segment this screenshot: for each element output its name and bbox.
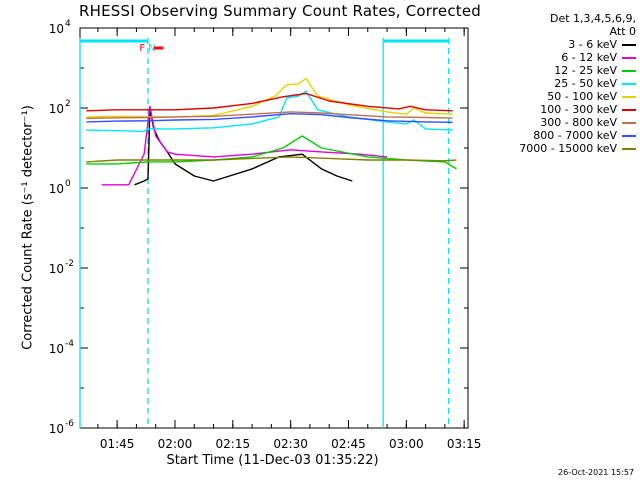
y-tick-exponent: 2 bbox=[65, 99, 71, 109]
legend-swatch bbox=[622, 121, 636, 124]
legend-entry-label: 800 - 7000 keV bbox=[533, 129, 617, 142]
legend-entry: 300 - 800 keV bbox=[478, 116, 636, 129]
legend-entry-label: 300 - 800 keV bbox=[540, 116, 617, 129]
x-tick-label: 02:45 bbox=[331, 437, 366, 451]
series-line-1 bbox=[134, 107, 353, 186]
legend-entry-label: 6 - 12 keV bbox=[561, 51, 617, 64]
y-tick-label: 10 bbox=[49, 342, 64, 356]
series-line-8 bbox=[86, 112, 453, 123]
legend-entry: 6 - 12 keV bbox=[478, 51, 636, 64]
y-tick-label: 10 bbox=[49, 22, 64, 36]
series-line-4 bbox=[86, 90, 453, 133]
legend-swatch bbox=[622, 108, 636, 111]
legend-entry: 50 - 100 keV bbox=[478, 90, 636, 103]
legend-entry-label: 3 - 6 keV bbox=[568, 38, 617, 51]
legend: Det 1,3,4,5,6,9, Att 0 3 - 6 keV 6 - 12 k… bbox=[478, 12, 636, 155]
legend-swatch bbox=[622, 95, 636, 98]
legend-entry-label: 12 - 25 keV bbox=[554, 64, 617, 77]
y-tick-label: 10 bbox=[49, 102, 64, 116]
legend-entry-label: 25 - 50 keV bbox=[554, 77, 617, 90]
legend-entry-label: 7000 - 15000 keV bbox=[519, 142, 617, 155]
y-tick-exponent: -2 bbox=[65, 259, 74, 269]
x-tick-label: 03:00 bbox=[389, 437, 424, 451]
legend-header-detectors: Det 1,3,4,5,6,9, bbox=[549, 12, 636, 25]
y-tick-label: 10 bbox=[49, 422, 64, 436]
legend-entry-label: 100 - 300 keV bbox=[540, 103, 617, 116]
series-line-2 bbox=[101, 105, 388, 186]
generated-timestamp: 26-Oct-2021 15:57 bbox=[558, 468, 634, 477]
y-tick-label: 10 bbox=[49, 262, 64, 276]
x-tick-label: 03:15 bbox=[447, 437, 482, 451]
legend-entry: 800 - 7000 keV bbox=[478, 129, 636, 142]
legend-swatch bbox=[622, 82, 636, 85]
legend-header-attenuator: Att 0 bbox=[609, 25, 636, 38]
flag-label-n: N bbox=[148, 43, 155, 54]
legend-entry-label: 50 - 100 keV bbox=[547, 90, 617, 103]
legend-entry: 100 - 300 keV bbox=[478, 103, 636, 116]
series-line-5 bbox=[86, 77, 453, 118]
y-tick-exponent: -4 bbox=[65, 339, 74, 349]
x-tick-label: 01:45 bbox=[100, 437, 135, 451]
y-tick-label: 10 bbox=[49, 182, 64, 196]
legend-swatch bbox=[622, 134, 636, 137]
flag-label-f: F bbox=[139, 43, 145, 54]
y-tick-exponent: -6 bbox=[65, 419, 74, 429]
series-line-9 bbox=[86, 156, 457, 163]
x-tick-label: 02:00 bbox=[158, 437, 193, 451]
legend-swatch bbox=[622, 147, 636, 150]
plot-frame bbox=[79, 27, 469, 429]
x-tick-label: 02:15 bbox=[216, 437, 251, 451]
legend-entry: 7000 - 15000 keV bbox=[478, 142, 636, 155]
legend-entry: 25 - 50 keV bbox=[478, 77, 636, 90]
chart-title: RHESSI Observing Summary Count Rates, Co… bbox=[78, 2, 481, 20]
y-tick-exponent: 4 bbox=[65, 19, 71, 29]
series-line-6 bbox=[86, 92, 453, 112]
x-axis-label: Start Time (11-Dec-03 01:35:22) bbox=[166, 453, 379, 468]
legend-swatch bbox=[622, 43, 636, 46]
series-line-7 bbox=[86, 111, 453, 120]
legend-entry: 12 - 25 keV bbox=[478, 64, 636, 77]
x-tick-label: 02:30 bbox=[273, 437, 308, 451]
y-tick-exponent: 0 bbox=[65, 179, 71, 189]
legend-entry: 3 - 6 keV bbox=[478, 38, 636, 51]
legend-swatch bbox=[622, 56, 636, 59]
legend-swatch bbox=[622, 69, 636, 72]
